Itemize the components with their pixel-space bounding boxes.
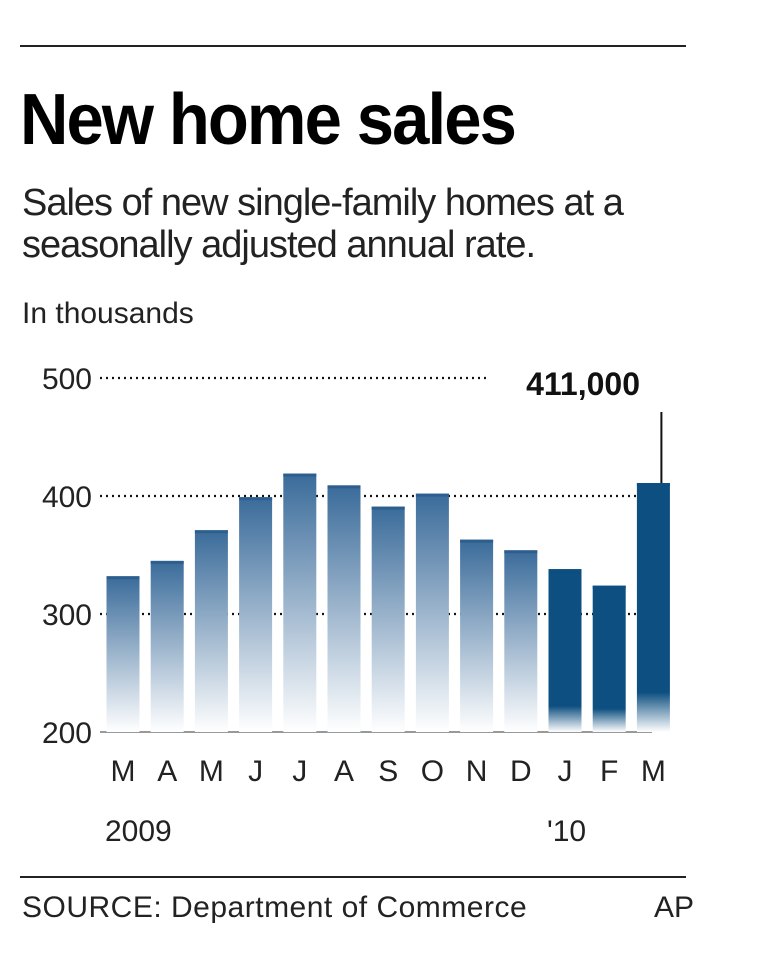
source-note: SOURCE: Department of Commerce bbox=[22, 891, 528, 924]
bar bbox=[371, 506, 405, 732]
y-tick-labels: 200 300 400 500 bbox=[42, 363, 92, 750]
bar-cap bbox=[415, 493, 449, 497]
x-tick-label: O bbox=[421, 755, 444, 788]
x-tick-label: A bbox=[334, 755, 354, 788]
bar-cap bbox=[150, 560, 184, 564]
x-tick-label: J bbox=[248, 755, 263, 788]
x-tick-label: A bbox=[157, 755, 177, 788]
bar bbox=[592, 585, 626, 732]
bar-cap bbox=[106, 576, 140, 580]
bar-cap bbox=[239, 497, 273, 501]
bar bbox=[548, 569, 582, 732]
year-labels: 2009 '10 bbox=[105, 815, 586, 848]
annotation-label: 411,000 bbox=[526, 366, 640, 402]
x-tick-label: N bbox=[466, 755, 488, 788]
bar bbox=[504, 550, 538, 732]
x-tick-label: M bbox=[641, 755, 666, 788]
bar-cap bbox=[283, 473, 317, 477]
bar bbox=[636, 483, 670, 732]
x-tick-label: S bbox=[378, 755, 398, 788]
x-tick-label: M bbox=[199, 755, 224, 788]
bar-cap bbox=[592, 585, 626, 589]
y-tick-label: 200 bbox=[42, 717, 92, 750]
y-tick-label: 400 bbox=[42, 481, 92, 514]
bar bbox=[194, 530, 228, 732]
bars bbox=[106, 473, 670, 732]
x-tick-label: F bbox=[600, 755, 618, 788]
bar bbox=[460, 539, 494, 732]
bar bbox=[150, 560, 184, 732]
bar-cap bbox=[504, 550, 538, 554]
credit-label: AP bbox=[653, 891, 694, 924]
y-tick-label: 300 bbox=[42, 599, 92, 632]
y-tick-label: 500 bbox=[42, 363, 92, 396]
bar-cap bbox=[327, 485, 361, 489]
bar bbox=[239, 497, 273, 732]
chart-subtitle: Sales of new single-family homes at a se… bbox=[22, 182, 624, 266]
bottom-rule bbox=[20, 876, 686, 878]
x-tick-label: M bbox=[111, 755, 136, 788]
year-label: '10 bbox=[547, 815, 586, 848]
x-tick-label: D bbox=[510, 755, 532, 788]
bar-cap bbox=[371, 506, 405, 510]
bar-cap bbox=[636, 483, 670, 487]
unit-label: In thousands bbox=[22, 297, 194, 330]
x-tick-label: J bbox=[558, 755, 573, 788]
bar-cap bbox=[460, 539, 494, 543]
chart-title: New home sales bbox=[20, 80, 517, 160]
bar bbox=[415, 493, 449, 732]
bar-cap bbox=[548, 569, 582, 573]
bar bbox=[106, 576, 140, 732]
top-rule bbox=[20, 45, 686, 47]
year-label: 2009 bbox=[105, 815, 172, 848]
annotation: 411,000 bbox=[526, 366, 663, 484]
x-tick-label: J bbox=[292, 755, 307, 788]
bar-cap bbox=[194, 530, 228, 534]
bar bbox=[283, 473, 317, 732]
bar bbox=[327, 485, 361, 732]
